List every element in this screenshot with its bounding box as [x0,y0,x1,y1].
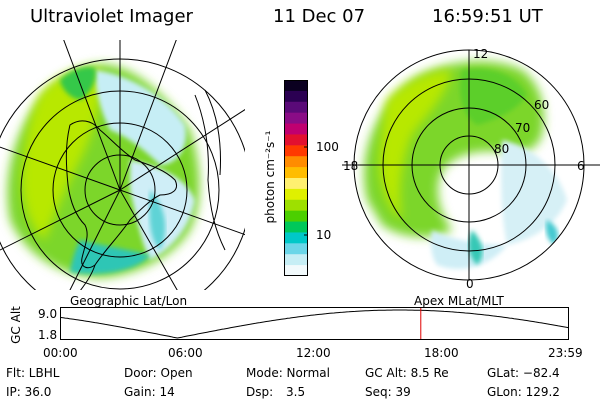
geographic-aurora-emission [7,64,200,278]
ip-info: IP: 36.0 [6,385,52,399]
magnetic-aurora-emission [364,61,567,269]
colorbar-segment [285,167,307,179]
colorbar-segment [285,210,307,223]
mlat-label-80: 80 [494,142,509,156]
header-date: 11 Dec 07 [273,6,366,27]
geographic-image-panel [0,40,245,290]
colorbar-segment [285,90,307,103]
gain-info: Gain: 14 [124,385,175,399]
magnetic-grid [342,49,600,281]
colorbar-segment [285,254,307,266]
altitude-ylabel: GC Alt [9,306,23,344]
colorbar-segment [285,134,307,146]
colorbar-segment [285,199,307,212]
colorbar-segment [285,123,307,136]
colorbar-segment [285,112,307,125]
colorbar-segment [285,243,307,255]
colorbar-segment [285,156,307,168]
colorbar-segment [285,221,307,234]
colorbar-tick-100: 100 [316,140,339,154]
magnetic-polar-plot: 12 18 6 0 60 70 80 [342,47,600,290]
left-panel-caption: Geographic Lat/Lon [70,294,188,308]
mlt-label-12: 12 [473,47,488,61]
right-panel-caption: Apex MLat/MLT [414,294,504,308]
header-time: 16:59:51 UT [432,6,543,27]
mlat-label-70: 70 [515,121,530,135]
time-tick-1200: 12:00 [296,346,331,360]
filter-info: Flt: LBHL [6,366,60,380]
intensity-colorbar [284,80,308,276]
altitude-ymax: 9.0 [38,307,58,321]
glon-info: GLon: 129.2 [487,385,560,399]
mode-info: Mode: Normal [246,366,330,380]
gc-alt-info: GC Alt: 8.5 Re [365,366,449,380]
time-tick-0000: 00:00 [43,346,78,360]
colorbar-segment [285,188,307,201]
colorbar-tick-10: 10 [316,228,332,242]
time-tick-1800: 18:00 [424,346,459,360]
colorbar-unit-label: photon cm⁻²s⁻¹ [263,130,277,224]
time-tick-2359: 23:59 [548,346,583,360]
mlat-label-60: 60 [534,98,549,112]
colorbar-segment [285,178,307,190]
dsp-value: 3.5 [286,385,306,399]
seq-info: Seq: 39 [365,385,411,399]
colorbar-segment [285,145,307,157]
dsp-label: Dsp: [246,385,274,399]
glat-info: GLat: −82.4 [487,366,560,380]
mlt-label-18: 18 [343,159,358,173]
continent-outline [65,120,177,269]
altitude-plot [60,307,570,340]
mlt-label-6: 6 [577,159,585,173]
altitude-curve [60,309,570,339]
mlt-label-0: 0 [466,277,474,290]
colorbar-segment [285,232,307,244]
colorbar-segment [285,101,307,114]
geographic-grid [0,40,245,290]
instrument-title: Ultraviolet Imager [30,6,193,27]
altitude-ymin: 1.8 [38,328,58,342]
time-tick-0600: 06:00 [168,346,203,360]
door-info: Door: Open [124,366,193,380]
colorbar-segment [285,80,307,92]
colorbar-segment [285,265,307,276]
